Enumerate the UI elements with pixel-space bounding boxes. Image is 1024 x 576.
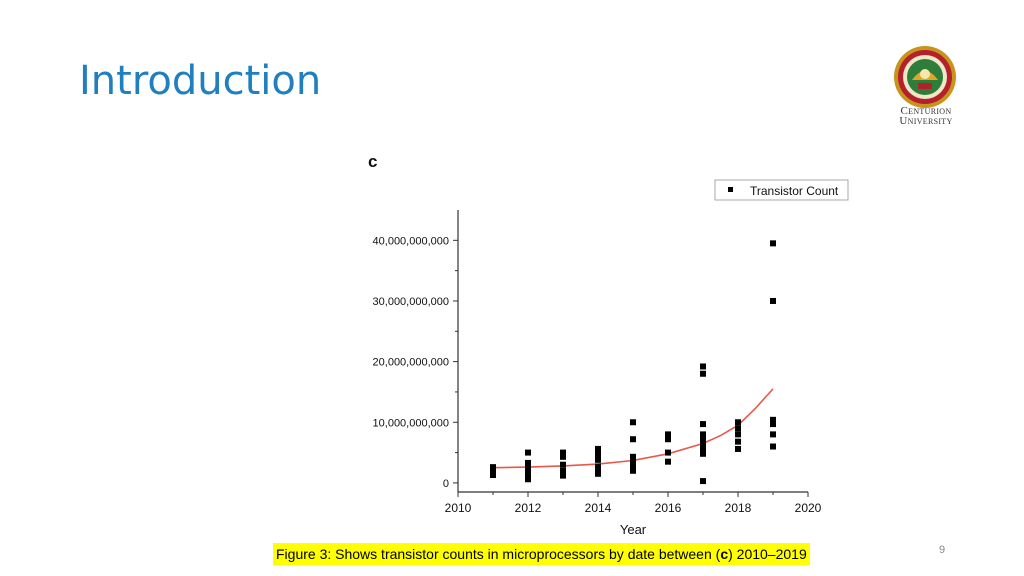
data-point — [770, 421, 776, 428]
data-point — [665, 458, 671, 465]
data-point — [630, 419, 636, 426]
university-logo-text: Centurion University — [878, 105, 974, 127]
data-point — [665, 431, 671, 438]
x-axis-label: Year — [620, 522, 647, 537]
slide-title: Introduction — [79, 58, 322, 104]
data-point — [630, 436, 636, 443]
caption-part-1: Figure 3: Shows transistor counts in mic… — [276, 546, 721, 562]
data-point — [770, 443, 776, 450]
data-point — [595, 445, 601, 452]
legend-marker-icon — [728, 187, 733, 192]
data-point — [735, 438, 741, 445]
university-seal-icon — [894, 46, 956, 108]
data-point — [490, 472, 496, 479]
x-tick-label: 2010 — [445, 501, 472, 515]
data-point — [770, 416, 776, 423]
y-tick-label: 20,000,000,000 — [373, 357, 449, 369]
data-point — [735, 419, 741, 426]
axes: 0 10,000,000,000 20,000,000,000 30,000,000,… — [373, 210, 822, 537]
data-point — [630, 467, 636, 474]
chart-svg: c Transistor Count 0 10,000,000,000 20,000… — [368, 152, 849, 537]
data-point — [525, 468, 531, 475]
x-tick-label: 2018 — [725, 501, 752, 515]
caption-part-2: ) 2010–2019 — [728, 546, 807, 562]
x-tick-label: 2012 — [515, 501, 542, 515]
data-point — [560, 461, 566, 468]
points-group — [490, 240, 776, 485]
logo-line-1: Centurion — [900, 105, 952, 117]
y-tick-label: 40,000,000,000 — [373, 235, 449, 247]
legend-label: Transistor Count — [750, 184, 839, 198]
legend: Transistor Count — [714, 179, 849, 201]
data-point — [770, 240, 776, 247]
university-logo — [892, 44, 958, 130]
data-point — [525, 472, 531, 479]
data-point — [560, 449, 566, 456]
data-point — [595, 470, 601, 477]
data-point — [700, 436, 706, 443]
logo-line-2: University — [899, 115, 953, 127]
data-point — [525, 476, 531, 483]
figure-caption: Figure 3: Shows transistor counts in mic… — [273, 543, 810, 565]
data-point — [700, 450, 706, 457]
x-tick-label: 2020 — [795, 501, 822, 515]
data-point — [525, 464, 531, 471]
data-point — [700, 441, 706, 448]
data-point — [525, 459, 531, 466]
panel-label: c — [368, 152, 377, 171]
data-point — [630, 453, 636, 460]
y-tick-label: 0 — [443, 478, 449, 490]
data-point — [595, 451, 601, 458]
data-point — [665, 436, 671, 443]
data-point — [770, 297, 776, 304]
page-number: 9 — [939, 544, 946, 556]
data-point — [665, 449, 671, 456]
data-point — [700, 370, 706, 377]
data-point — [770, 431, 776, 438]
transistor-chart: c Transistor Count 0 10,000,000,000 20,000… — [352, 140, 852, 540]
caption-bold: c — [720, 546, 729, 562]
data-point — [735, 431, 741, 438]
data-point — [735, 425, 741, 432]
data-point — [700, 445, 706, 452]
x-tick-label: 2014 — [585, 501, 612, 515]
data-point — [560, 453, 566, 460]
data-point — [595, 463, 601, 470]
data-point — [525, 449, 531, 456]
legend-box — [714, 179, 849, 201]
data-point — [595, 456, 601, 463]
data-point — [700, 478, 706, 485]
data-point — [700, 431, 706, 438]
data-point — [700, 363, 706, 370]
data-point — [630, 458, 636, 465]
data-point — [490, 464, 496, 471]
x-tick-label: 2016 — [655, 501, 682, 515]
data-point — [560, 467, 566, 474]
data-point — [735, 445, 741, 452]
y-tick-label: 10,000,000,000 — [373, 417, 449, 429]
data-point — [700, 421, 706, 428]
data-point — [560, 472, 566, 479]
data-point — [630, 464, 636, 471]
y-tick-label: 30,000,000,000 — [373, 296, 449, 308]
data-point — [595, 467, 601, 474]
